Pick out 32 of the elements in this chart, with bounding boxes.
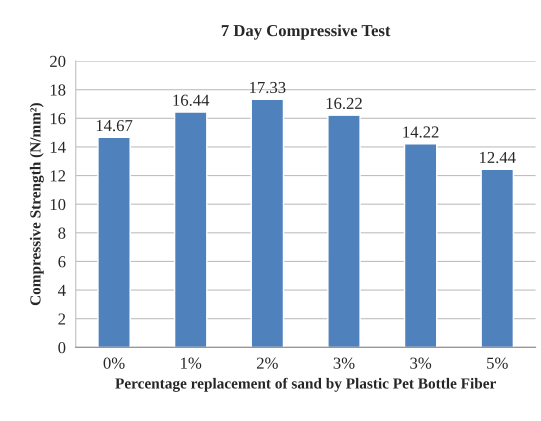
bar — [174, 111, 208, 348]
data-label: 16.22 — [326, 98, 362, 110]
y-tick-label: 16 — [50, 113, 66, 124]
y-tick-label: 6 — [58, 256, 66, 268]
data-label: 17.33 — [250, 82, 286, 94]
y-tick-label: 12 — [50, 170, 66, 182]
x-tick-label: 2% — [256, 358, 278, 369]
bar — [327, 114, 361, 348]
y-tick-label: 14 — [50, 142, 66, 153]
data-label: 12.44 — [480, 152, 516, 164]
y-tick-label: 8 — [58, 228, 66, 239]
x-tick-label: 1% — [181, 358, 202, 369]
bar — [480, 168, 514, 348]
bar — [250, 98, 284, 348]
y-tick-label: 4 — [58, 284, 66, 296]
bar — [404, 143, 438, 348]
x-tick-label: 3% — [334, 358, 355, 369]
bar — [97, 136, 131, 348]
x-tick-label: 3% — [410, 358, 432, 369]
x-axis-title: Percentage replacement of sand by Plastic Pet Bottle Fiber — [115, 378, 496, 392]
data-label: 14.22 — [403, 126, 438, 138]
y-axis-title: Compressive Strength (N/mm²) — [30, 103, 44, 306]
x-tick-label: 5% — [487, 358, 508, 369]
data-label: 16.44 — [173, 94, 210, 106]
chart-title: 7 Day Compressive Test — [222, 24, 390, 40]
data-label: 14.67 — [96, 120, 132, 132]
y-tick-label: 0 — [58, 342, 66, 354]
y-tick-label: 10 — [50, 198, 66, 210]
y-tick-label: 20 — [50, 56, 66, 67]
y-tick-label: 18 — [50, 84, 66, 96]
y-tick-label: 2 — [58, 313, 66, 324]
x-tick-label: 0% — [104, 358, 125, 369]
